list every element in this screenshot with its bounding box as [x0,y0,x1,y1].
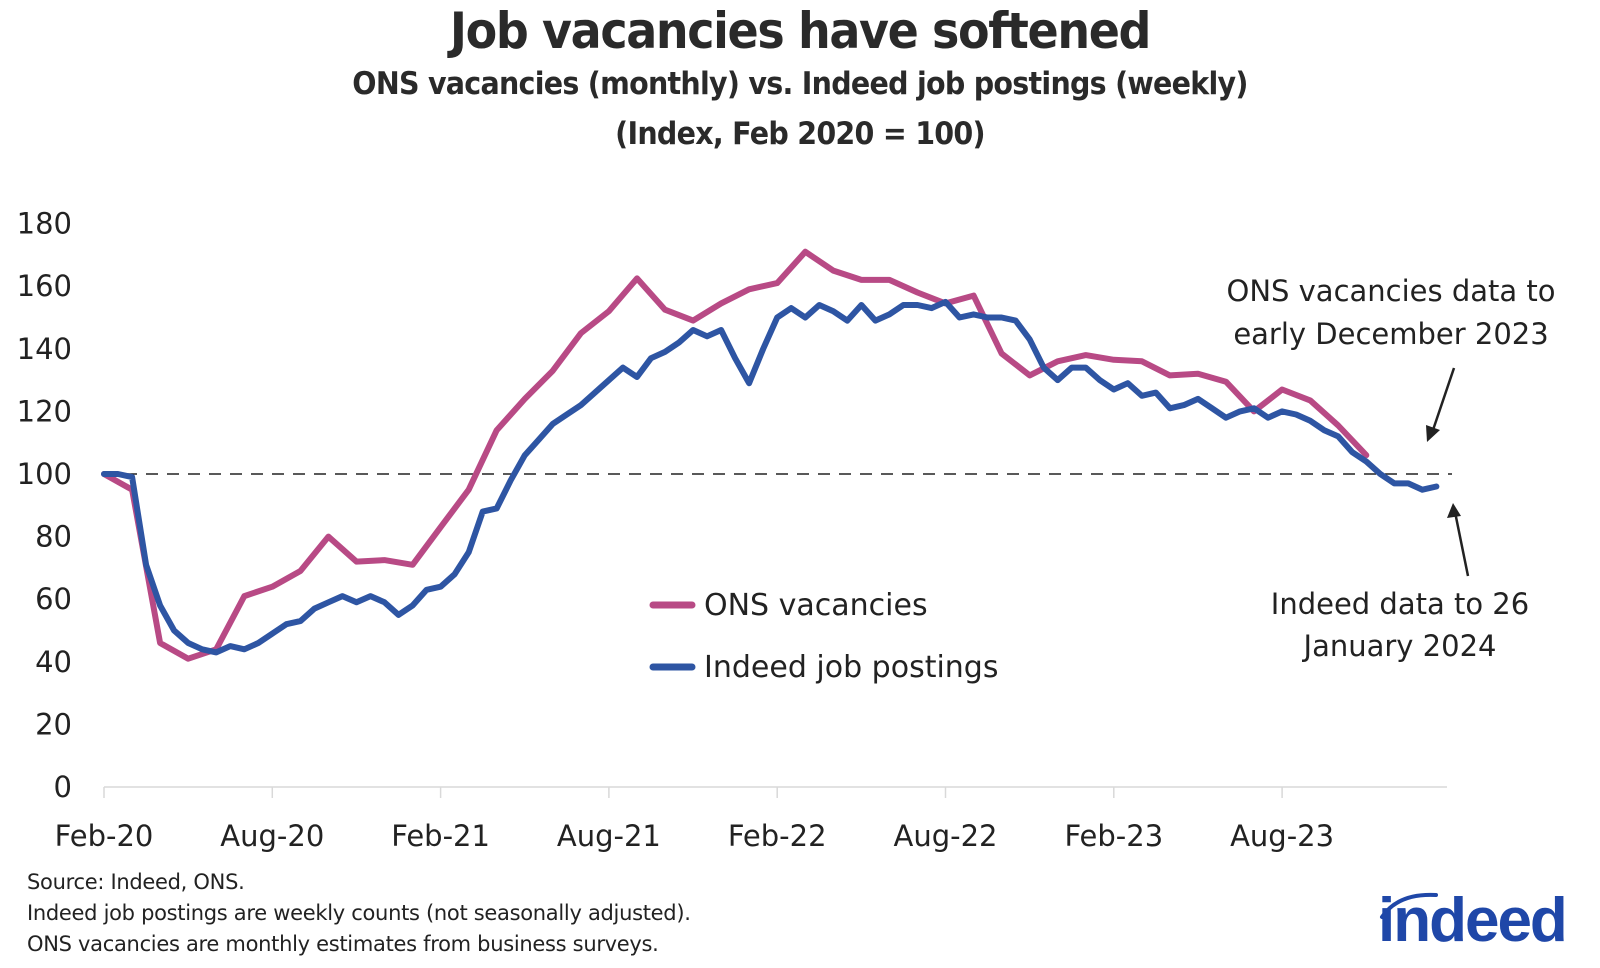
annotation-indeed-line2: January 2024 [1302,629,1497,663]
arrow-indeed [1453,511,1470,577]
x-tick-label: Feb-20 [55,819,154,853]
y-tick-label: 0 [54,770,72,804]
logo-arc-icon [1380,892,1438,919]
chart-subtitle: ONS vacancies (monthly) vs. Indeed job p… [352,66,1248,102]
chart-title: Job vacancies have softened [449,2,1152,60]
x-tick-label: Aug-20 [220,819,324,853]
x-tick-label: Feb-23 [1064,819,1163,853]
footnote-indeed: Indeed job postings are weekly counts (n… [27,901,691,925]
annotation-indeed-line1: Indeed data to 26 [1271,587,1529,621]
indeed-logo: indeed [1368,885,1598,965]
x-tick-label: Aug-23 [1230,819,1334,853]
arrow-ons-head-icon [1426,425,1440,442]
chart-subtitle-index-note: (Index, Feb 2020 = 100) [615,116,985,152]
y-tick-label: 60 [35,582,72,616]
y-tick-label: 80 [35,520,72,554]
x-tick-label: Aug-22 [894,819,998,853]
legend-label-indeed: Indeed job postings [704,650,998,685]
x-tick-label: Feb-21 [391,819,490,853]
y-tick-label: 20 [35,707,72,741]
x-axis: Feb-20 Aug-20 Feb-21 Aug-21 Feb-22 Aug-22 Feb-… [55,786,1447,853]
source-note: Source: Indeed, ONS. [27,870,245,894]
legend-label-ons: ONS vacancies [704,588,928,623]
y-tick-label: 140 [17,332,72,366]
legend: ONS vacancies Indeed job postings [649,588,998,685]
y-tick-label: 100 [17,457,72,491]
annotation-ons-line1: ONS vacancies data to [1227,274,1556,308]
y-tick-label: 40 [35,645,72,679]
y-tick-label: 160 [17,269,72,303]
arrow-ons [1431,367,1456,431]
arrow-indeed-head-icon [1447,503,1461,518]
annotation-indeed: Indeed data to 26 January 2024 [1271,503,1529,663]
indeed-job-postings-line [101,298,1440,656]
y-axis: 0 20 40 60 80 100 120 140 160 180 [17,207,72,804]
logo-wordmark: indeed [1378,886,1568,955]
footnote-ons: ONS vacancies are monthly estimates from… [27,932,659,956]
annotation-ons: ONS vacancies data to early December 202… [1227,274,1556,442]
annotation-ons-line2: early December 2023 [1233,317,1548,351]
x-tick-label: Feb-22 [728,819,827,853]
ons-vacancies-line [101,248,1370,662]
y-tick-label: 180 [17,207,72,241]
x-tick-label: Aug-21 [557,819,661,853]
y-tick-label: 120 [17,394,72,428]
